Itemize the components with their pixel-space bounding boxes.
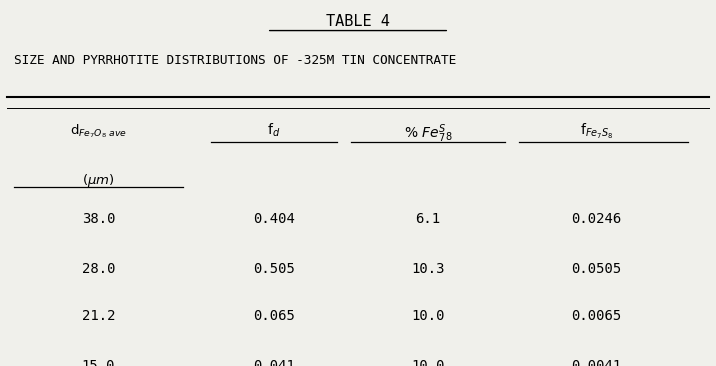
Text: 0.0041: 0.0041 — [571, 359, 621, 366]
Text: 28.0: 28.0 — [82, 262, 115, 276]
Text: $\% \ Fe_7^S{}_8$: $\% \ Fe_7^S{}_8$ — [404, 122, 453, 145]
Text: 0.0246: 0.0246 — [571, 212, 621, 226]
Text: 10.3: 10.3 — [412, 262, 445, 276]
Text: 0.065: 0.065 — [253, 309, 295, 322]
Text: $(\mu m)$: $(\mu m)$ — [82, 172, 115, 189]
Text: 38.0: 38.0 — [82, 212, 115, 226]
Text: 10.0: 10.0 — [412, 309, 445, 322]
Text: 21.2: 21.2 — [82, 309, 115, 322]
Text: 6.1: 6.1 — [415, 212, 441, 226]
Text: $\mathregular{f}_d$: $\mathregular{f}_d$ — [267, 122, 281, 139]
Text: 0.505: 0.505 — [253, 262, 295, 276]
Text: SIZE AND PYRRHOTITE DISTRIBUTIONS OF -325M TIN CONCENTRATE: SIZE AND PYRRHOTITE DISTRIBUTIONS OF -32… — [14, 54, 456, 67]
Text: $\mathregular{d}_{Fe_7O_8\ ave}$: $\mathregular{d}_{Fe_7O_8\ ave}$ — [70, 122, 127, 139]
Text: 10.0: 10.0 — [412, 359, 445, 366]
Text: 15.0: 15.0 — [82, 359, 115, 366]
Text: TABLE 4: TABLE 4 — [326, 14, 390, 29]
Text: $\mathregular{f}_{Fe_7S_8}$: $\mathregular{f}_{Fe_7S_8}$ — [580, 122, 613, 141]
Text: 0.404: 0.404 — [253, 212, 295, 226]
Text: 0.041: 0.041 — [253, 359, 295, 366]
Text: 0.0505: 0.0505 — [571, 262, 621, 276]
Text: 0.0065: 0.0065 — [571, 309, 621, 322]
